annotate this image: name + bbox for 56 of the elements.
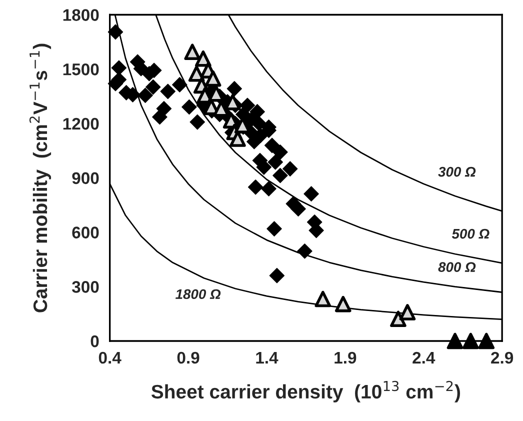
x-tick-label: 2.4 xyxy=(412,352,436,364)
y-axis-title: Carrier mobility (cm$^{2}$V$^{−1}$s$^{−1}$) xyxy=(29,44,52,312)
point xyxy=(195,50,212,67)
x-tick-label: 0.4 xyxy=(98,352,122,364)
x-tick-label: 0.9 xyxy=(177,352,200,364)
point xyxy=(256,160,272,175)
point xyxy=(261,181,276,196)
point xyxy=(478,332,495,350)
annotation: 1800 Ω xyxy=(176,289,221,300)
y-tick-label: 300 xyxy=(72,281,99,293)
point xyxy=(224,94,241,110)
point xyxy=(108,24,124,40)
point xyxy=(182,99,197,115)
point xyxy=(462,332,479,350)
point xyxy=(188,65,205,82)
annotation: 300 Ω xyxy=(438,166,476,177)
y-tick-label: 900 xyxy=(72,172,99,184)
point xyxy=(152,109,168,125)
point xyxy=(190,114,206,130)
point xyxy=(399,304,416,320)
y-tick-label: 0 xyxy=(90,335,99,348)
y-tick-label: 1800 xyxy=(63,9,99,21)
point xyxy=(304,186,319,202)
annotation: 500 Ω xyxy=(452,228,490,239)
y-tick-label: 1500 xyxy=(63,64,99,76)
point xyxy=(250,104,265,120)
point xyxy=(269,268,285,284)
point xyxy=(334,296,352,312)
point xyxy=(138,88,153,104)
point xyxy=(111,60,127,76)
point xyxy=(390,310,406,328)
point xyxy=(314,290,332,308)
point xyxy=(184,44,201,60)
point xyxy=(290,201,306,216)
point xyxy=(446,332,464,350)
x-tick-label: 1.9 xyxy=(334,352,356,364)
annotation: 800 Ω xyxy=(438,262,476,272)
point xyxy=(268,154,283,170)
y-tick-label: 600 xyxy=(72,226,99,238)
point xyxy=(248,179,264,195)
point xyxy=(226,81,242,96)
point xyxy=(272,168,288,184)
x-tick-label: 2.9 xyxy=(491,352,514,364)
point xyxy=(264,138,280,154)
point xyxy=(251,116,267,132)
point xyxy=(204,70,222,87)
point xyxy=(266,221,282,236)
point xyxy=(272,144,288,160)
x-axis-title: Sheet carrier density (10$^{13}$ cm$^{−2}$) xyxy=(151,380,460,402)
point xyxy=(160,84,176,100)
point xyxy=(172,77,188,92)
point xyxy=(297,243,312,259)
point xyxy=(282,161,298,176)
point xyxy=(146,79,161,95)
x-tick-label: 1.4 xyxy=(256,352,278,364)
y-tick-label: 1200 xyxy=(63,118,99,130)
